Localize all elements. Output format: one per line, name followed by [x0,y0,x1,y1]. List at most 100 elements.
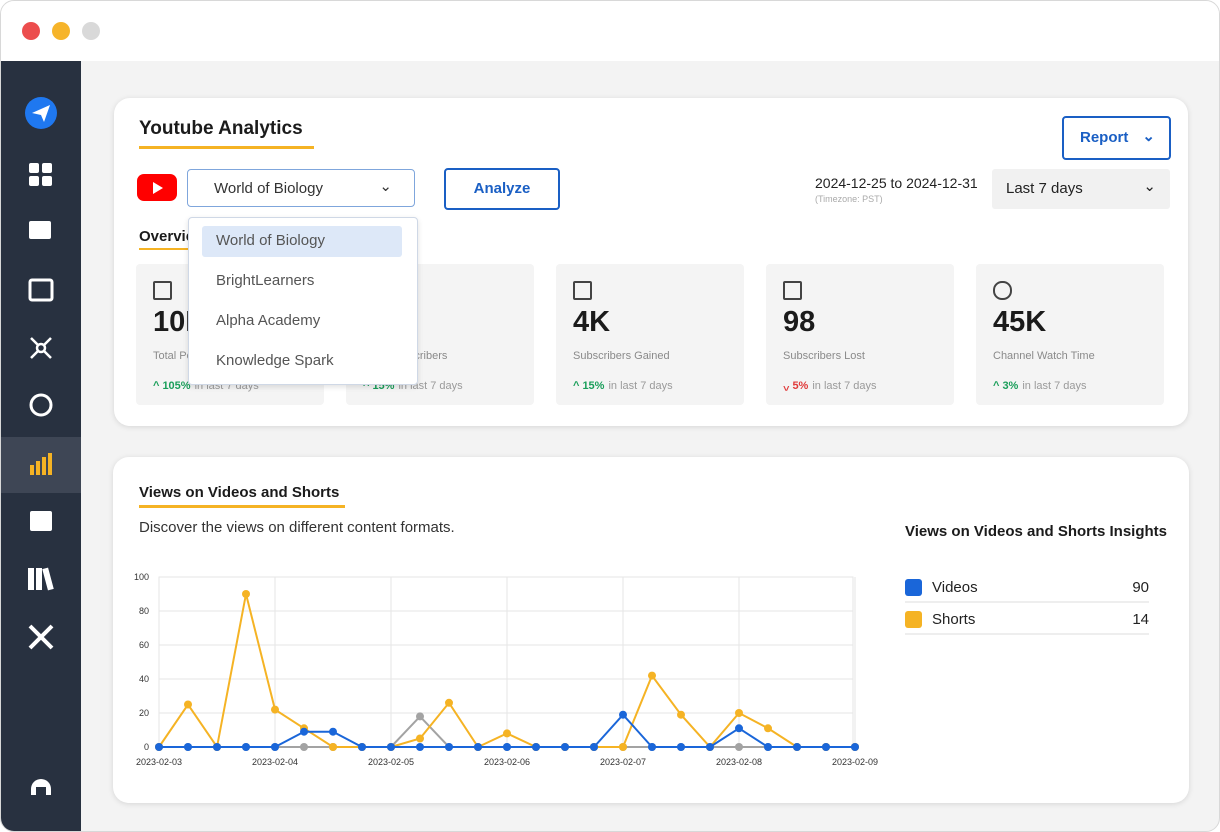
data-point [300,728,308,736]
trend-arrow: ^ [573,380,579,392]
y-tick-label: 20 [139,708,149,718]
analyze-button[interactable]: Analyze [444,168,560,210]
dropdown-option[interactable]: World of Biology [216,232,325,249]
stat-label: Subscribers Gained [573,350,670,362]
report-label: Report [1080,129,1128,146]
data-point [532,743,540,751]
stat-icon [783,281,802,300]
youtube-logo [137,174,177,201]
data-point [648,672,656,680]
legend-total: 14 [1132,611,1149,628]
x-tick-label: 2023-02-07 [600,757,646,767]
data-point [300,743,308,751]
data-point [822,743,830,751]
minimize-button[interactable] [52,22,70,40]
timezone: (Timezone: PST) [815,194,883,204]
data-point [793,743,801,751]
stat-card: 4KSubscribers Gained^15%in last 7 days [556,264,744,405]
data-point [184,701,192,709]
data-point [329,728,337,736]
y-tick-label: 60 [139,640,149,650]
nav-active-bg [1,437,81,493]
zoom-button[interactable] [82,22,100,40]
data-point [503,729,511,737]
data-point [329,743,337,751]
period-select[interactable]: Last 7 days ⌄ [992,169,1170,209]
legend-label: Videos [932,579,978,596]
x-tick-label: 2023-02-09 [832,757,878,767]
x-tick-label: 2023-02-06 [484,757,530,767]
legend-label: Shorts [932,611,975,628]
data-point [445,743,453,751]
y-tick-label: 0 [144,742,149,752]
data-point [242,743,250,751]
chevron: ⌄ [1143,167,1156,207]
dropdown-option[interactable]: BrightLearners [216,272,314,289]
stat-change: ^5%in last 7 days [783,380,877,392]
stat-change: ^3% in last 7 days [993,380,1087,392]
data-point [735,724,743,732]
legend-item: Shorts 14 [905,609,1149,635]
data-point [677,711,685,719]
data-point [445,699,453,707]
trend-arrow: ^ [993,380,999,392]
channel-dropdown: World of Biology BrightLearners Alpha Ac… [188,217,418,385]
close-button[interactable] [22,22,40,40]
stat-icon [153,281,172,300]
change-value: 3% [1002,380,1018,392]
change-value: 105% [162,380,190,392]
trend-arrow: ^ [153,380,159,392]
report-button[interactable]: Report ⌄ [1062,116,1171,160]
sidebar [1,61,81,832]
data-point [474,743,482,751]
stat-label: Channel Watch Time [993,350,1095,362]
data-point [155,743,163,751]
data-point [851,743,859,751]
x-tick-label: 2023-02-05 [368,757,414,767]
page-title: Youtube Analytics [139,118,303,140]
chevron: ⌄ [379,168,392,206]
data-point [358,743,366,751]
stat-change: ^15%in last 7 days [573,380,673,392]
data-point [764,743,772,751]
period-note: in last 7 days [1022,380,1086,392]
change-value: 5% [792,380,808,392]
channel-select[interactable]: World of Biology ⌄ [187,169,415,207]
stat-card: 98Subscribers Lost^5%in last 7 days [766,264,954,405]
stat-icon [573,281,592,300]
data-point [387,743,395,751]
data-point [619,711,627,719]
data-point [619,743,627,751]
stat-card: 45K Channel Watch Time ^3% in last 7 days [976,264,1164,405]
stat-value: 45K [993,306,1046,339]
y-tick-label: 40 [139,674,149,684]
x-tick-label: 2023-02-04 [252,757,298,767]
period-value: Last 7 days [1006,180,1083,197]
dropdown-option[interactable]: Alpha Academy [216,312,320,329]
y-tick-label: 100 [134,572,149,582]
x-tick-label: 2023-02-03 [136,757,182,767]
nav-download[interactable] [30,511,52,531]
data-point [271,743,279,751]
data-point [416,743,424,751]
legend-swatch [905,611,922,628]
line-chart: 0 20 40 60 80 100 2023-02-03 2023-02-04 2023-02-… [113,457,893,803]
x-tick-label: 2023-02-08 [716,757,762,767]
legend-item: Videos 90 [905,577,1149,603]
chevron: ⌄ [1142,117,1155,157]
data-point [648,743,656,751]
y-tick-label: 80 [139,606,149,616]
data-point [764,724,772,732]
data-point [677,743,685,751]
legend-swatch [905,579,922,596]
data-point [184,743,192,751]
nav-posts[interactable] [29,221,51,239]
chart-card: Views on Videos and Shorts Discover the … [113,457,1189,803]
data-point [735,743,743,751]
channel-value: World of Biology [214,180,323,197]
dropdown-option[interactable]: Knowledge Spark [216,352,334,369]
data-point [213,743,221,751]
data-point [242,590,250,598]
